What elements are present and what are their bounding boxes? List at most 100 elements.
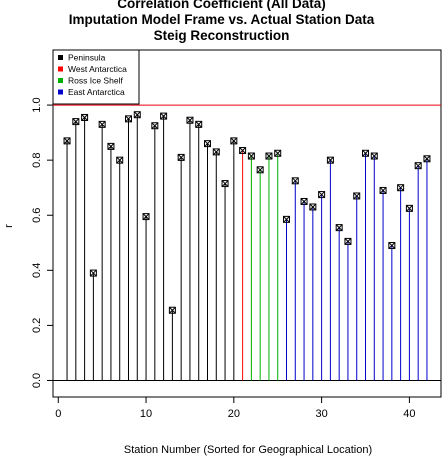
point-1-0 — [239, 147, 247, 155]
chart-title-line-1: Correlation Coefficient (All Data) — [117, 0, 326, 11]
point-3-13 — [397, 184, 405, 192]
legend-swatch-3 — [58, 89, 63, 95]
point-cross-b-3-4 — [318, 191, 325, 198]
point-cross-b-0-15 — [195, 121, 203, 128]
point-cross-b-0-5 — [107, 143, 115, 150]
x-tick-label-0: 0 — [55, 408, 61, 420]
point-3-12 — [388, 242, 396, 250]
y-tick-label-2: 0.4 — [31, 263, 43, 278]
point-cross-b-0-9 — [142, 213, 150, 220]
point-0-5 — [107, 142, 115, 150]
point-cross-b-3-16 — [423, 155, 431, 163]
y-axis-label: r — [3, 224, 15, 228]
point-0-4 — [98, 120, 106, 128]
point-cross-b-0-11 — [160, 112, 167, 120]
point-cross-b-0-7 — [125, 115, 132, 123]
point-cross-b-0-17 — [212, 148, 220, 156]
point-3-9 — [362, 149, 370, 157]
point-cross-b-0-8 — [133, 111, 141, 119]
point-cross-b-3-7 — [344, 238, 352, 245]
legend-label-2: Ross Ice Shelf — [68, 76, 123, 86]
point-cross-b-0-2 — [81, 114, 88, 121]
point-2-1 — [256, 166, 264, 174]
legend-box — [52, 49, 140, 105]
chart-title-line-3: Steig Reconstruction — [153, 28, 290, 43]
point-0-13 — [177, 153, 185, 161]
point-3-3 — [309, 203, 317, 211]
point-cross-b-0-13 — [177, 154, 185, 161]
point-cross-b-3-9 — [362, 149, 369, 157]
point-3-2 — [300, 197, 308, 205]
point-cross-b-3-6 — [335, 224, 343, 231]
point-0-14 — [186, 116, 194, 124]
stems — [66, 114, 428, 381]
reference-lines — [53, 104, 441, 381]
point-cross-b-3-13 — [397, 184, 404, 192]
x-tick-label-3: 30 — [315, 408, 327, 420]
chart-title-line-2: Imputation Model Frame vs. Actual Statio… — [68, 12, 375, 27]
y-tick-label-0: 0.0 — [31, 373, 43, 388]
point-0-18 — [221, 180, 229, 188]
legend-label-0: Peninsula — [68, 53, 106, 63]
point-2-0 — [247, 152, 255, 160]
y-tick-label-1: 0.2 — [31, 318, 43, 333]
markers — [63, 111, 431, 314]
point-3-0 — [283, 215, 291, 223]
point-cross-b-0-18 — [221, 180, 229, 187]
point-cross-b-1-0 — [239, 147, 246, 154]
x-axis: 0 10 20 30 40 — [55, 397, 416, 420]
point-cross-b-0-3 — [90, 269, 97, 277]
point-3-7 — [344, 237, 352, 245]
point-3-16 — [423, 155, 431, 163]
point-cross-b-2-3 — [274, 149, 282, 157]
point-3-15 — [414, 162, 422, 170]
point-0-9 — [142, 213, 150, 221]
x-axis-label: Station Number (Sorted for Geographical … — [124, 444, 372, 456]
point-3-14 — [405, 204, 413, 212]
point-3-5 — [326, 156, 334, 164]
point-cross-b-3-8 — [353, 192, 361, 200]
point-cross-b-0-19 — [230, 137, 238, 145]
y-tick-label-3: 0.6 — [31, 208, 43, 223]
point-0-12 — [168, 306, 176, 314]
point-0-2 — [81, 113, 89, 121]
point-3-1 — [291, 177, 299, 185]
point-3-11 — [379, 186, 387, 194]
point-cross-b-2-2 — [265, 152, 273, 160]
x-tick-label-4: 40 — [403, 408, 415, 420]
point-cross-b-3-0 — [283, 216, 290, 223]
point-0-8 — [133, 111, 141, 119]
point-cross-b-3-12 — [388, 242, 396, 249]
y-tick-label-5: 1.0 — [31, 97, 43, 112]
point-cross-b-0-14 — [186, 116, 194, 124]
point-cross-b-3-14 — [406, 204, 413, 212]
y-tick-label-4: 0.8 — [31, 153, 43, 168]
point-cross-b-0-4 — [98, 121, 106, 128]
point-cross-b-0-0 — [63, 137, 71, 145]
point-0-3 — [89, 269, 97, 277]
point-cross-b-2-1 — [256, 166, 264, 174]
point-0-15 — [195, 120, 203, 128]
point-0-17 — [212, 148, 220, 156]
legend-swatch-2 — [58, 78, 63, 83]
point-0-0 — [63, 137, 71, 145]
legend-swatch-1 — [58, 66, 63, 72]
point-cross-b-0-1 — [72, 118, 80, 125]
point-cross-b-3-15 — [414, 162, 422, 170]
point-0-11 — [160, 112, 168, 120]
point-3-8 — [353, 192, 361, 200]
point-2-2 — [265, 152, 273, 160]
point-cross-b-3-3 — [309, 203, 317, 211]
plot-frame-rect — [52, 49, 442, 398]
point-cross-b-3-11 — [379, 187, 387, 194]
legend-label-3: East Antarctica — [68, 87, 125, 97]
point-2-3 — [274, 149, 282, 157]
y-axis: 0.0 0.2 0.4 0.6 0.8 1.0 — [31, 97, 53, 388]
plot-frame — [52, 49, 442, 398]
point-0-19 — [230, 137, 238, 145]
point-0-6 — [116, 156, 124, 164]
x-tick-label-1: 10 — [140, 408, 152, 420]
legend-label-1: West Antarctica — [68, 64, 127, 74]
